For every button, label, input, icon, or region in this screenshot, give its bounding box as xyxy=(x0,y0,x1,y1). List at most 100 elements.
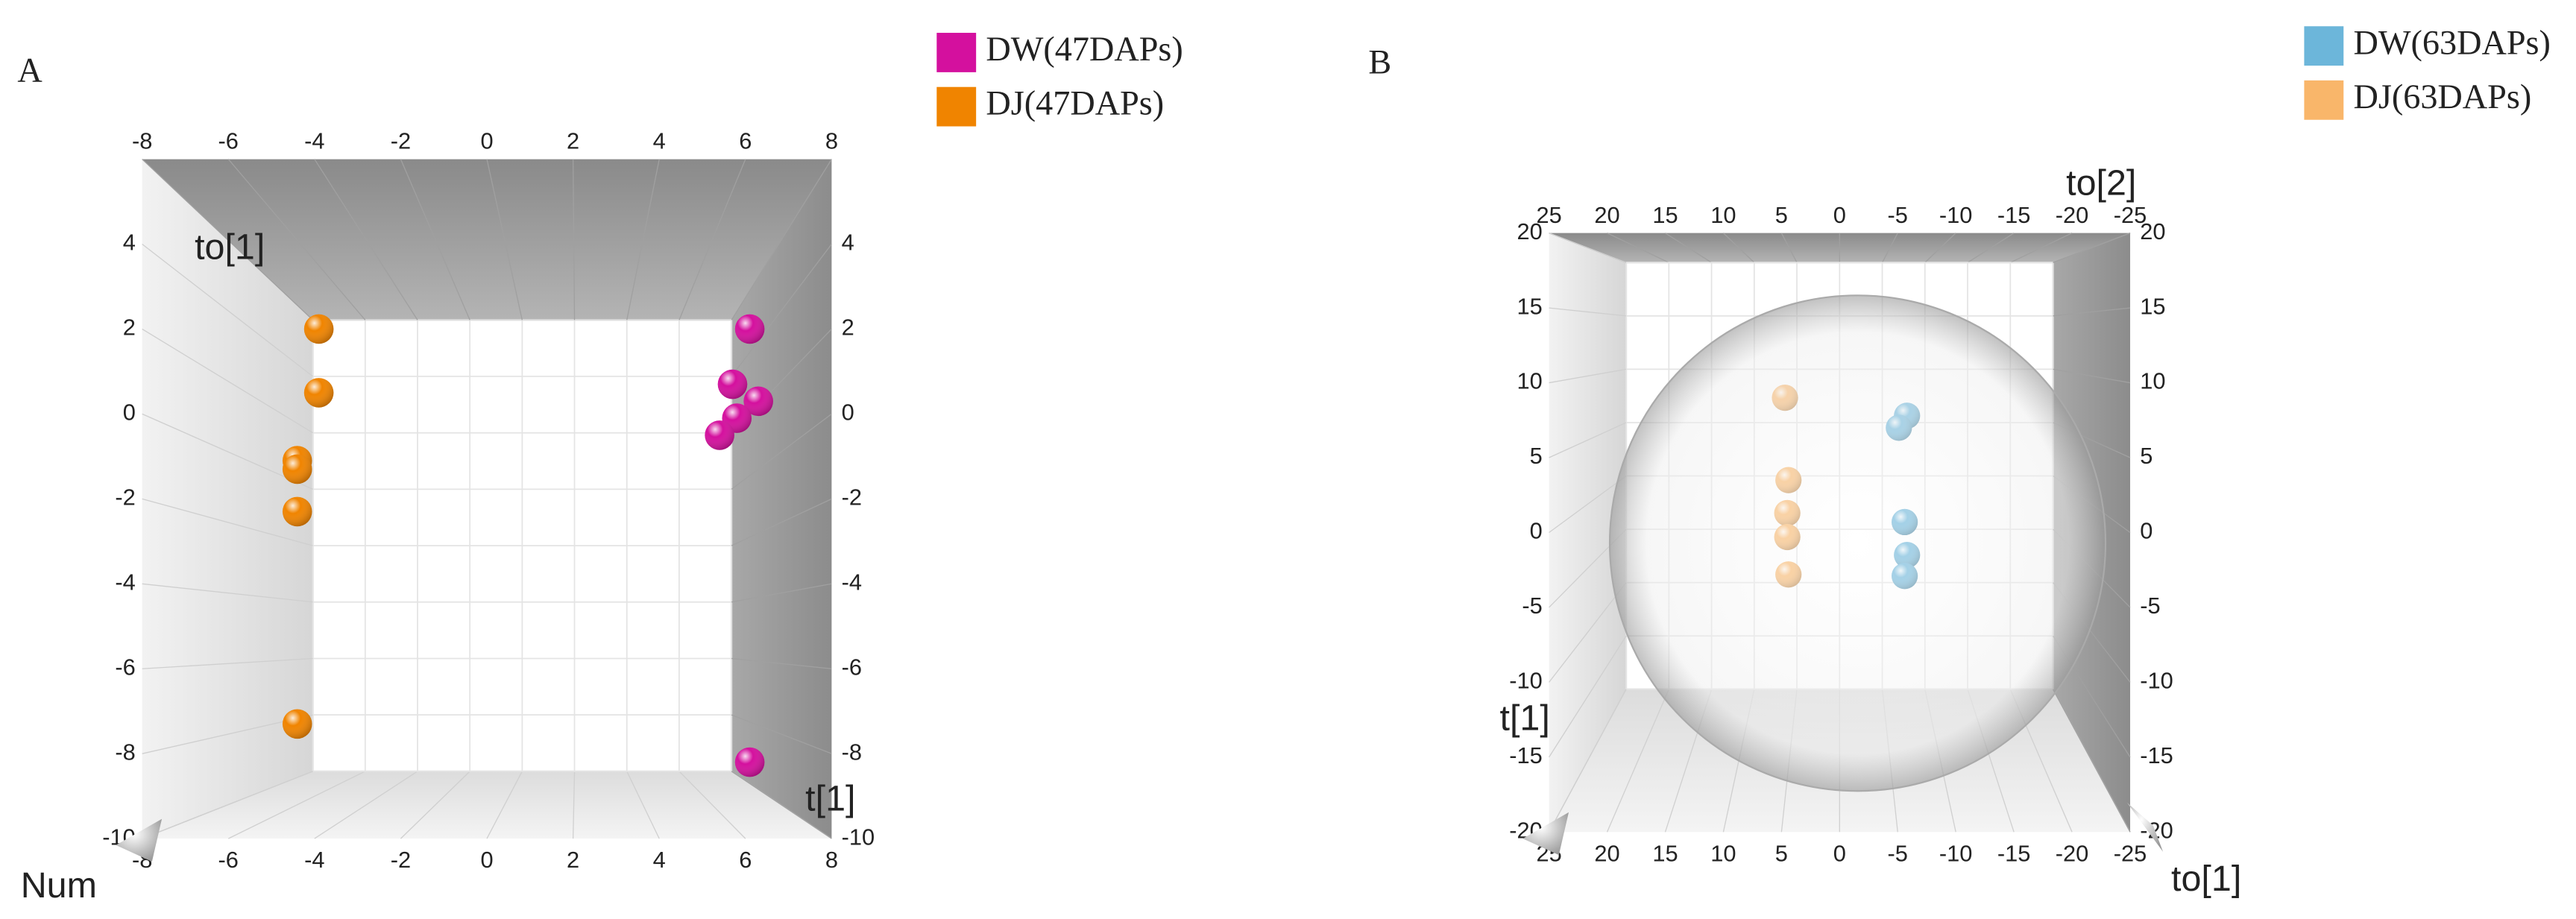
y-tick-label: 0 xyxy=(842,400,854,426)
grid-line xyxy=(731,714,832,754)
x-tick-label: 2 xyxy=(567,128,579,154)
grid-line xyxy=(572,771,576,839)
x-tick-label: -25 xyxy=(2114,840,2147,866)
grid-line xyxy=(731,583,832,603)
grid-line xyxy=(678,771,746,839)
y-tick-label: 20 xyxy=(1517,218,1542,244)
x-tick-label: -10 xyxy=(1939,202,1973,228)
x-tick-label: -10 xyxy=(1939,840,1973,866)
y-tick-label: 10 xyxy=(1517,368,1542,394)
grid-line xyxy=(2053,233,2131,263)
grid-line xyxy=(1549,582,1627,683)
x-tick-label: 0 xyxy=(480,128,493,154)
wall-left xyxy=(142,159,313,839)
legend-label: DW(63DAPs) xyxy=(2353,23,2550,61)
grid-line xyxy=(314,159,418,320)
x-tick-label: -2 xyxy=(391,847,411,873)
x-tick-label: 2 xyxy=(567,847,579,873)
grid-line xyxy=(2010,233,2073,263)
grid-line xyxy=(2052,689,2131,833)
grid-line xyxy=(2053,368,2131,384)
grid-line xyxy=(1549,368,1627,384)
x-tick-label: 5 xyxy=(1775,840,1788,866)
grid-line xyxy=(731,657,832,669)
y-tick-label: 20 xyxy=(2140,218,2165,244)
grid-line xyxy=(626,159,660,320)
x-tick-label: -8 xyxy=(132,128,152,154)
legend-swatch xyxy=(936,86,977,127)
wall-left xyxy=(1549,233,1627,833)
point-shade xyxy=(282,454,312,484)
legend-swatch xyxy=(2304,80,2344,120)
point-shade xyxy=(705,420,734,450)
grid-line xyxy=(142,413,313,490)
grid-line xyxy=(731,771,832,839)
x-tick-label: 10 xyxy=(1710,840,1736,866)
grid-line xyxy=(1665,233,1712,263)
grid-line xyxy=(227,771,366,839)
x-tick-label: 10 xyxy=(1710,202,1736,228)
x-tick-label: 20 xyxy=(1594,840,1619,866)
grid-line xyxy=(1606,689,1669,833)
grid-line xyxy=(1549,689,1627,833)
y-tick-label: 4 xyxy=(842,230,854,256)
y-tick-label: 2 xyxy=(842,315,854,341)
y-tick-label: 0 xyxy=(2140,518,2153,544)
point-shade xyxy=(303,314,334,344)
x-tick-label: 5 xyxy=(1775,202,1788,228)
grid-line xyxy=(142,498,313,546)
y-tick-label: -2 xyxy=(115,484,135,510)
y-tick-label: 5 xyxy=(2140,443,2153,469)
y-tick-label: 15 xyxy=(2140,293,2165,319)
point-shade xyxy=(303,378,334,408)
x-tick-label: -4 xyxy=(304,128,324,154)
grid-line xyxy=(142,159,314,320)
grid-line xyxy=(1967,233,2015,263)
x-tick-label: -5 xyxy=(1888,840,1908,866)
axis-label: t[1] xyxy=(805,778,855,818)
y-tick-label: 15 xyxy=(1517,293,1542,319)
grid-line xyxy=(2053,307,2131,317)
x-tick-label: 6 xyxy=(739,128,752,154)
axis-label: Num xyxy=(21,865,97,906)
point-shade xyxy=(282,496,312,527)
x-tick-label: -2 xyxy=(391,128,411,154)
y-tick-label: -5 xyxy=(2140,593,2160,619)
axis-label: to[1] xyxy=(2171,859,2241,899)
y-tick-label: -6 xyxy=(115,654,135,680)
x-tick-label: -6 xyxy=(218,128,239,154)
y-tick-label: 4 xyxy=(123,230,136,256)
legend-label: DJ(47DAPs) xyxy=(986,84,1164,122)
grid-line xyxy=(1607,233,1669,263)
legend-swatch xyxy=(936,33,977,72)
x-tick-label: -15 xyxy=(1997,202,2031,228)
x-tick-label: 0 xyxy=(480,847,493,873)
y-tick-label: -8 xyxy=(115,739,135,765)
x-tick-label: 4 xyxy=(653,128,666,154)
y-tick-label: -4 xyxy=(842,569,862,595)
y-tick-label: 10 xyxy=(2140,368,2165,394)
y-tick-label: -10 xyxy=(842,824,875,850)
y-tick-label: 0 xyxy=(123,400,136,426)
x-tick-label: -6 xyxy=(218,847,239,873)
x-tick-label: 15 xyxy=(1652,202,1678,228)
y-tick-label: -5 xyxy=(1522,593,1542,619)
x-tick-label: -4 xyxy=(304,847,324,873)
legend-label: DW(47DAPs) xyxy=(986,30,1182,68)
legend-label: DJ(63DAPs) xyxy=(2353,78,2531,116)
grid-line xyxy=(142,771,313,839)
x-tick-label: -20 xyxy=(2056,202,2089,228)
point-shade xyxy=(734,747,765,777)
x-tick-label: -5 xyxy=(1888,202,1908,228)
grid-line xyxy=(626,771,660,839)
grid-line xyxy=(731,413,832,490)
panel-label: B xyxy=(1368,43,1391,81)
grid-line xyxy=(572,159,576,320)
y-tick-label: -15 xyxy=(2140,742,2173,768)
grid-line xyxy=(486,159,523,320)
point-shade xyxy=(282,709,312,739)
x-tick-label: 25 xyxy=(1536,202,1561,228)
legend-swatch xyxy=(2304,26,2344,66)
